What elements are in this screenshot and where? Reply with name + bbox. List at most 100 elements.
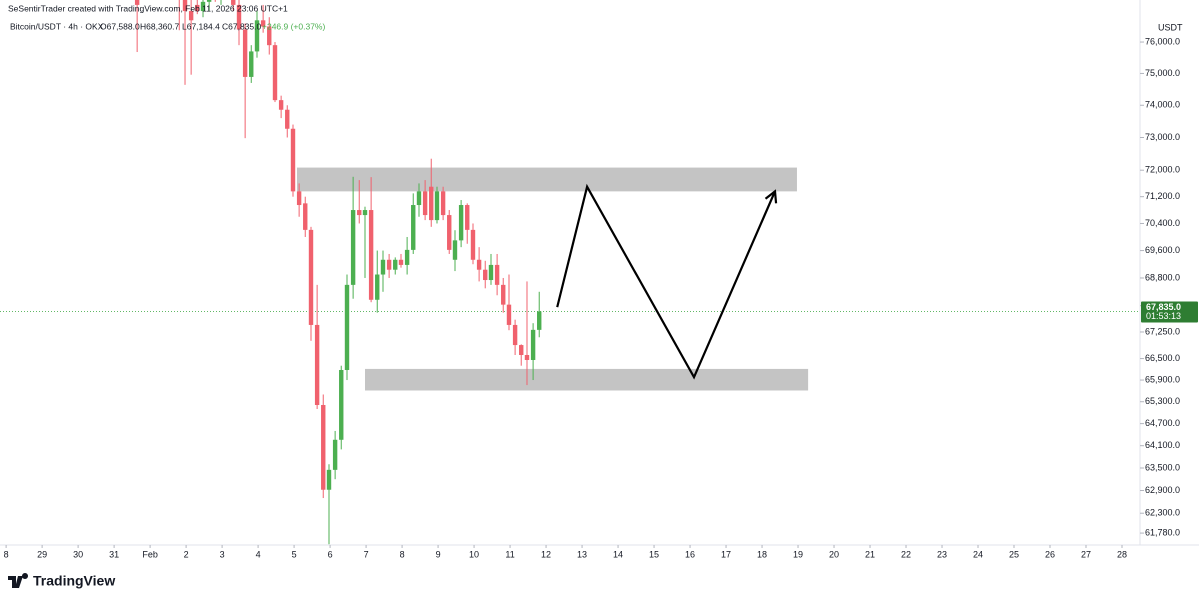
candle-body [231, 0, 236, 5]
candle-body [380, 259, 386, 275]
y-tick-label: 65,300.0 [1145, 396, 1180, 406]
candle-body [434, 191, 440, 221]
candle-body [326, 469, 332, 490]
x-tick-label: Feb [142, 549, 158, 559]
candle-body [519, 345, 524, 356]
x-tick-label: 2 [184, 549, 189, 559]
candle-body [285, 109, 290, 129]
y-tick-label: 76,000.0 [1145, 36, 1180, 46]
candle-body [254, 20, 260, 52]
candle-body [357, 210, 362, 216]
y-tick-label: 70,400.0 [1145, 218, 1180, 228]
y-tick-label: 66,500.0 [1145, 353, 1180, 363]
candle-body [476, 259, 482, 270]
currency: USDT [1158, 22, 1183, 32]
x-tick-label: 27 [1081, 549, 1091, 559]
x-tick-label: 12 [541, 549, 551, 559]
x-tick-label: 30 [73, 549, 83, 559]
plot-area [0, 0, 1140, 545]
candle-body [530, 329, 536, 360]
candle-body [236, 4, 242, 30]
candle-body [242, 29, 248, 77]
y-tick-label: 64,100.0 [1145, 440, 1180, 450]
x-tick-label: 16 [685, 549, 695, 559]
candle-body [134, 0, 140, 5]
candle-body [332, 439, 338, 470]
candle-body [182, 0, 188, 12]
candle-body [290, 128, 296, 192]
ohlc-change: +246.9 (+0.37%) [262, 21, 325, 31]
candle-body [483, 269, 488, 281]
candle-body [321, 404, 326, 490]
candle-body [416, 191, 422, 206]
x-tick-label: 7 [364, 549, 369, 559]
candle-body [278, 100, 284, 110]
candle-body [506, 304, 512, 325]
candle-body [200, 1, 206, 12]
candle-body [296, 191, 302, 206]
x-tick-label: 5 [292, 549, 297, 559]
x-tick-label: 18 [757, 549, 767, 559]
arrowhead [764, 189, 778, 204]
candle-body [188, 11, 194, 21]
candle-body [440, 191, 446, 216]
candle-body [537, 311, 542, 330]
y-tick-label: 67,250.0 [1145, 326, 1180, 336]
brand-logo: TradingView [8, 573, 115, 589]
candle-body [429, 186, 434, 221]
candle-body [404, 249, 410, 265]
candle-body [375, 274, 380, 300]
x-tick-label: 29 [37, 549, 47, 559]
y-tick-label: 65,900.0 [1145, 374, 1180, 384]
credit: SeSentirTrader created with TradingView.… [8, 3, 288, 13]
candle-body [494, 264, 500, 285]
candle-body [524, 355, 530, 360]
candle-body [339, 369, 344, 440]
y-tick-label: 68,800.0 [1145, 272, 1180, 282]
candle-body [393, 259, 398, 270]
candle-body [465, 205, 470, 230]
symbol: Bitcoin/USDT · 4h · OKX [10, 21, 104, 31]
x-tick-label: 9 [436, 549, 441, 559]
x-tick-label: 24 [973, 549, 983, 559]
x-tick-label: 14 [613, 549, 623, 559]
x-tick-label: 23 [937, 549, 947, 559]
candle-body [260, 20, 266, 27]
x-tick-label: 6 [328, 549, 333, 559]
candle-body [368, 210, 374, 300]
y-tick-label: 61,780.0 [1145, 527, 1180, 537]
candle-body [344, 284, 350, 370]
ohlc-high: H68,360.7 [140, 21, 179, 31]
y-tick-label: 63,500.0 [1145, 462, 1180, 472]
candle-body [501, 284, 506, 305]
candle-body [470, 229, 476, 260]
candle-body [206, 0, 212, 2]
y-tick-label: 73,000.0 [1145, 132, 1180, 142]
x-tick-label: 4 [256, 549, 261, 559]
y-tick-label: 72,000.0 [1145, 165, 1180, 175]
candle-body [308, 229, 314, 325]
last-price-label: 67,835.0 [1146, 302, 1181, 312]
candle-body [422, 191, 428, 216]
x-tick-label: 19 [793, 549, 803, 559]
x-tick-label: 20 [829, 549, 839, 559]
y-tick-label: 71,200.0 [1145, 191, 1180, 201]
x-tick-label: 31 [109, 549, 119, 559]
candle-body [488, 264, 494, 281]
x-tick-label: 21 [865, 549, 875, 559]
x-tick-label: 8 [400, 549, 405, 559]
x-tick-label: 13 [577, 549, 587, 559]
y-tick-label: 69,600.0 [1145, 245, 1180, 255]
candle-body [386, 259, 392, 270]
candle-body [512, 324, 518, 346]
ohlc-close: C67,835.0 [222, 21, 261, 31]
candle-body [272, 45, 278, 101]
candle-body [362, 210, 368, 216]
y-tick-label: 74,000.0 [1145, 100, 1180, 110]
x-tick-label: 11 [505, 549, 514, 559]
y-tick-label: 75,000.0 [1145, 68, 1180, 78]
x-tick-label: 22 [901, 549, 911, 559]
y-tick-label: 62,900.0 [1145, 485, 1180, 495]
zone [365, 368, 809, 391]
